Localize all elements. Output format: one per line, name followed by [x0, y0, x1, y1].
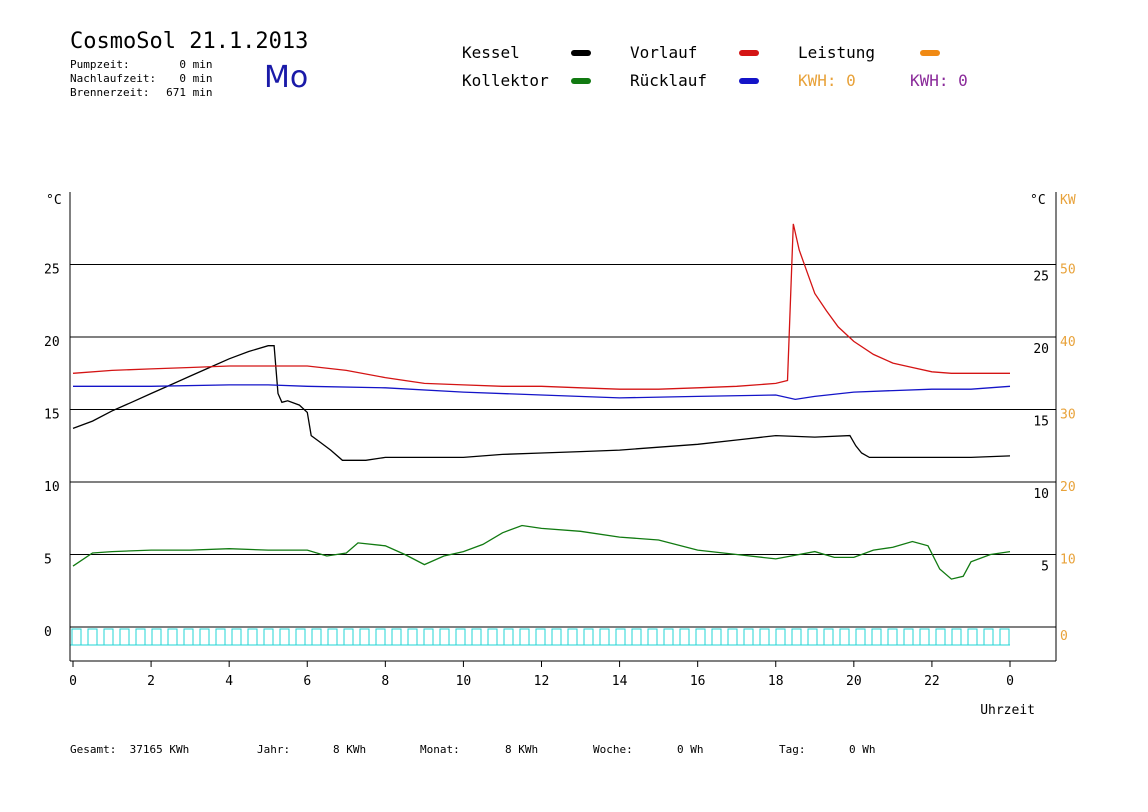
- stat-value: 671: [166, 86, 186, 99]
- y-axis-unit-right: °C: [1030, 193, 1046, 208]
- y-tick-label-right: 15: [1033, 415, 1049, 430]
- x-tick-label: 12: [534, 674, 550, 689]
- x-tick-label: 8: [381, 674, 389, 689]
- y-tick-label-left: 5: [44, 553, 52, 568]
- stat-nachlaufzeit: Nachlaufzeit: 0 min: [70, 72, 213, 85]
- legend-ruecklauf: Rücklauf: [630, 71, 708, 90]
- pump-activity-trace: [71, 628, 1010, 645]
- chart-title: CosmoSol 21.1.2013: [70, 29, 309, 54]
- stat-label: Pumpzeit:: [70, 58, 130, 71]
- footer-monat-label: Monat:: [420, 743, 460, 756]
- x-tick-label: 20: [846, 674, 862, 689]
- footer-woche-value: 0 Wh: [677, 743, 704, 756]
- x-tick-label: 2: [147, 674, 155, 689]
- legend-kessel: Kessel: [462, 43, 520, 62]
- stat-value: 0: [179, 58, 186, 71]
- footer-tag-label: Tag:: [779, 743, 806, 756]
- series-line-rücklauf: [73, 384, 1011, 401]
- y-tick-label-left: 0: [44, 625, 52, 640]
- footer-jahr-label: Jahr:: [257, 743, 291, 756]
- kw-axis-unit: KW: [1060, 193, 1076, 208]
- y-tick-label-left: 15: [44, 408, 60, 423]
- stat-brennerzeit: Brennerzeit: 671 min: [70, 86, 213, 99]
- x-tick-label: 22: [924, 674, 940, 689]
- grid-layer: [70, 264, 1056, 628]
- legend-kollektor: Kollektor: [462, 71, 549, 90]
- footer-gesamt-value: 37165 KWh: [129, 743, 190, 756]
- series-layer: [72, 223, 1011, 580]
- series-line-vorlauf: [72, 223, 1010, 390]
- y-tick-label-left: 10: [44, 480, 60, 495]
- y-tick-label-right: 20: [1033, 342, 1049, 357]
- kw-tick-label: 50: [1060, 263, 1076, 278]
- series-line-kessel: [72, 345, 1011, 461]
- footer-woche-label: Woche:: [593, 743, 633, 756]
- y-tick-label-right: 10: [1033, 487, 1049, 502]
- footer-jahr-value: 8 KWh: [333, 743, 367, 756]
- stat-unit: min: [192, 86, 213, 99]
- footer-monat-value: 8 KWh: [505, 743, 539, 756]
- axis-layer: 0 5 10 15 20 25 5 10 15 20 25 0 10 20 30 40 50 °C °C KW 0 2 4 6…: [44, 192, 1076, 718]
- legend-kollektor-swatch: [571, 78, 591, 84]
- x-axis-label: Uhrzeit: [980, 703, 1035, 718]
- stat-label: Brennerzeit:: [70, 86, 150, 99]
- weekday-label: Mo: [264, 60, 309, 95]
- x-tick-label: 0: [1006, 674, 1014, 689]
- stat-unit: min: [192, 72, 213, 85]
- y-tick-label-right: 25: [1033, 270, 1049, 285]
- stat-unit: min: [192, 58, 213, 71]
- x-tick-label: 0: [69, 674, 77, 689]
- y-tick-label-right: 5: [1041, 560, 1049, 575]
- y-axis-unit-left: °C: [46, 193, 62, 208]
- stat-value: 0: [179, 72, 186, 85]
- kw-tick-label: 10: [1060, 553, 1076, 568]
- y-tick-label-left: 25: [44, 263, 60, 278]
- y-tick-label-left: 20: [44, 335, 60, 350]
- footer-gesamt-label: Gesamt:: [70, 743, 117, 756]
- x-tick-label: 4: [225, 674, 233, 689]
- legend-leistung: Leistung: [798, 43, 876, 62]
- x-tick-label: 10: [456, 674, 472, 689]
- legend-vorlauf: Vorlauf: [630, 43, 698, 62]
- x-tick-label: 14: [612, 674, 628, 689]
- legend-kessel-swatch: [571, 50, 591, 56]
- kw-tick-label: 20: [1060, 480, 1076, 495]
- legend-ruecklauf-swatch: [739, 78, 759, 84]
- footer-tag-value: 0 Wh: [849, 743, 876, 756]
- footer-gesamt: Gesamt: 37165 KWh: [70, 743, 189, 756]
- kw-tick-label: 0: [1060, 629, 1068, 644]
- stat-label: Nachlaufzeit:: [70, 72, 157, 85]
- kw-tick-label: 30: [1060, 408, 1076, 423]
- kw-tick-label: 40: [1060, 335, 1076, 350]
- legend-leistung-swatch: [920, 50, 940, 56]
- legend-kwh-1: KWH: 0: [798, 71, 856, 90]
- legend-vorlauf-swatch: [739, 50, 759, 56]
- x-tick-label: 6: [303, 674, 311, 689]
- x-tick-label: 18: [768, 674, 784, 689]
- series-line-kollektor: [72, 524, 1011, 580]
- legend-kwh-2: KWH: 0: [910, 71, 968, 90]
- x-tick-label: 16: [690, 674, 706, 689]
- stat-pumpzeit: Pumpzeit: 0 min: [70, 58, 213, 71]
- pump-activity-layer: [70, 628, 1010, 646]
